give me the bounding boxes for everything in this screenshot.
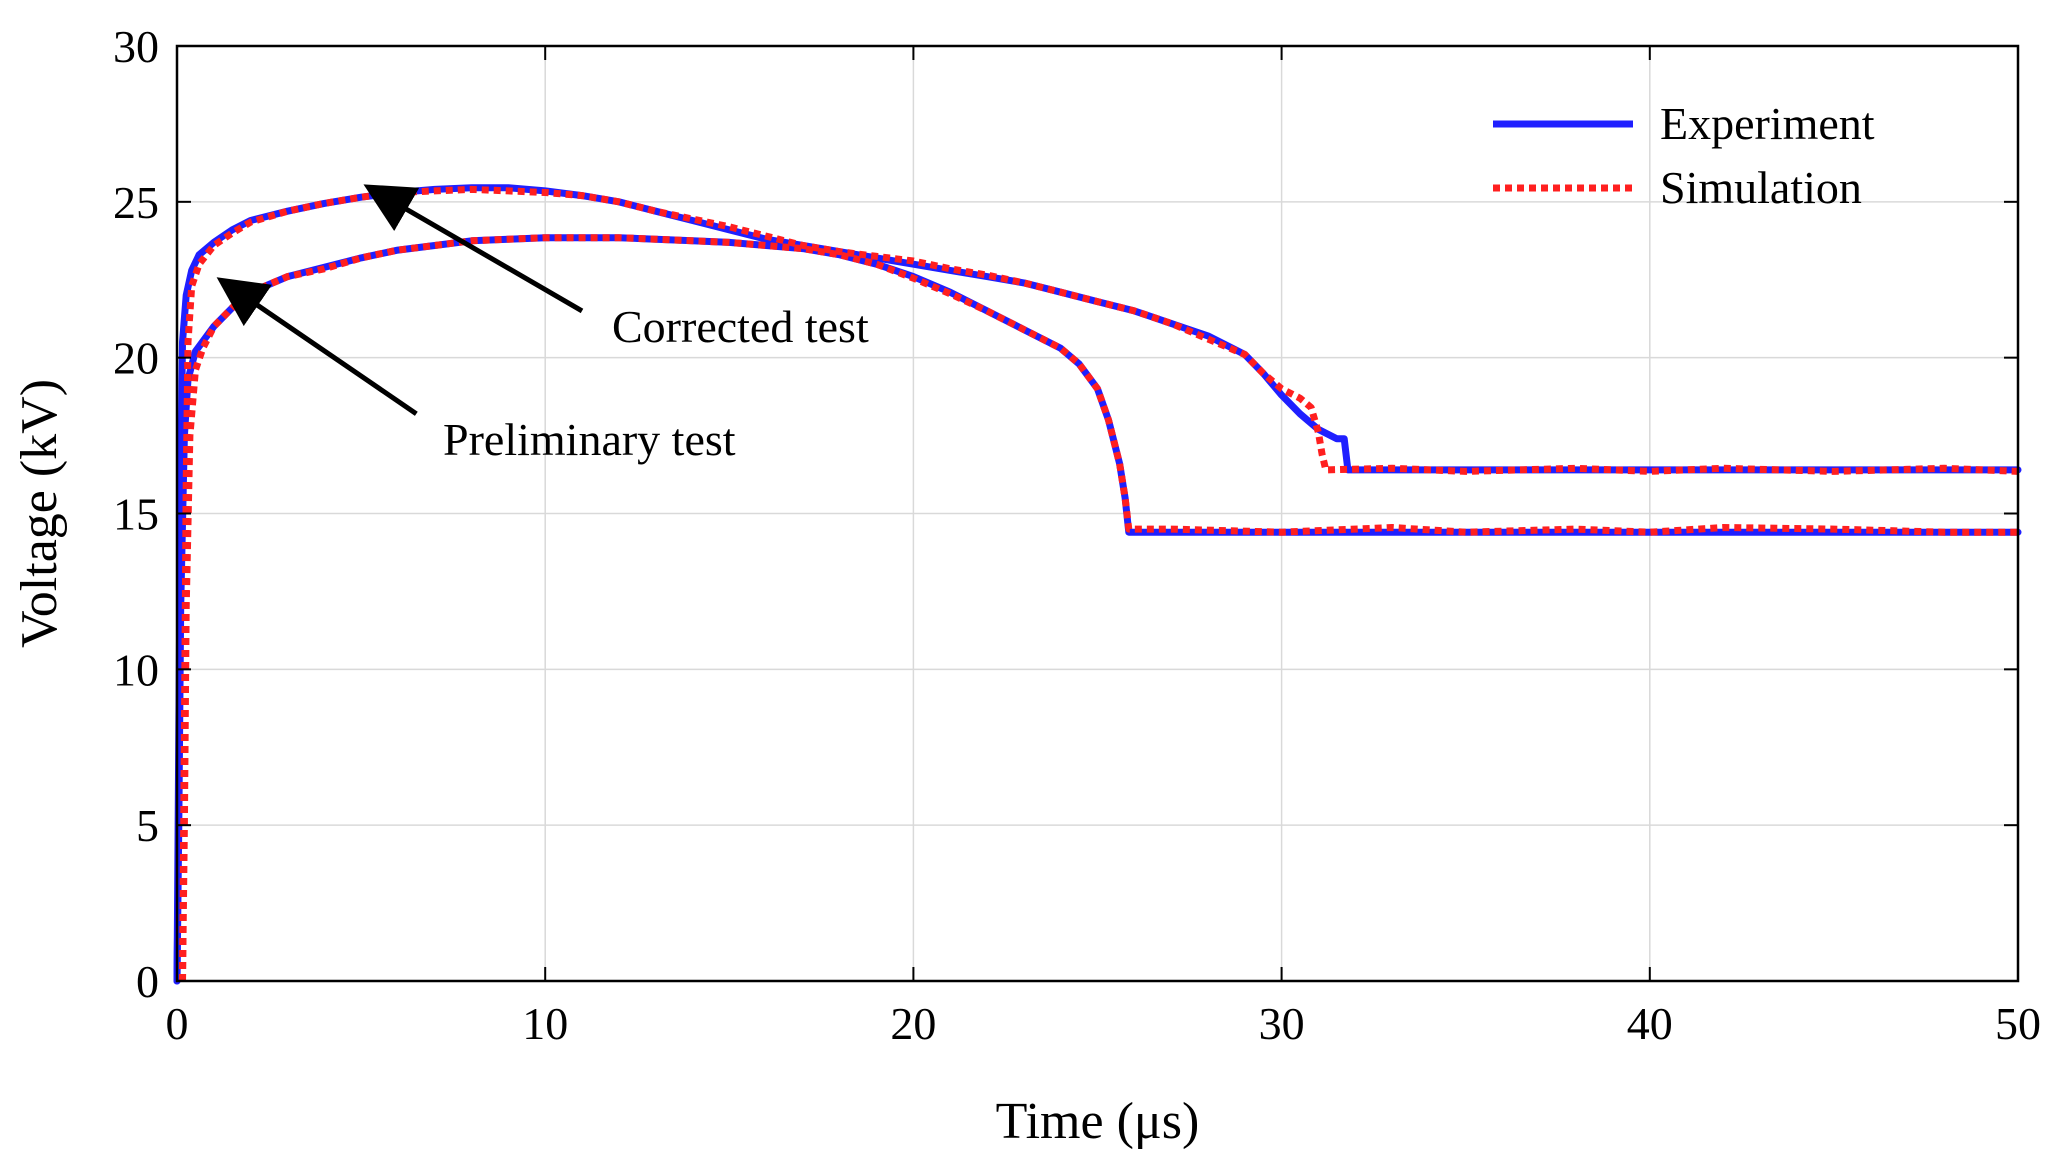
annotation-arrow-corrected-test: [363, 184, 584, 314]
legend-label-experiment: Experiment: [1660, 98, 1875, 149]
annotation-arrow-preliminary-test: [216, 277, 418, 416]
x-axis-label: Time (μs): [996, 1093, 1200, 1150]
series-line-simulation-preliminary-test: [179, 234, 2018, 982]
series-line-experiment-preliminary-test: [173, 234, 2022, 985]
series-line-experiment-corrected-test: [173, 184, 2022, 985]
legend-label-simulation: Simulation: [1660, 162, 1862, 213]
x-tick-label: 0: [166, 998, 189, 1049]
y-tick-label: 0: [136, 956, 159, 1007]
series-line-simulation-corrected-test: [179, 185, 2019, 982]
y-tick-label: 15: [113, 489, 159, 540]
y-tick-label: 30: [113, 21, 159, 72]
tick-labels: 0 10 20 30 40 50 0 5 10 15 20 25 30: [113, 21, 2041, 1049]
y-tick-label: 10: [113, 644, 159, 695]
ticks: [176, 45, 2019, 982]
legend: Experiment Simulation: [1493, 98, 1875, 213]
x-tick-label: 20: [890, 998, 936, 1049]
x-tick-label: 30: [1259, 998, 1305, 1049]
x-tick-label: 40: [1627, 998, 1673, 1049]
annotation-label-preliminary-test: Preliminary test: [443, 414, 736, 465]
y-tick-label: 20: [113, 333, 159, 384]
annotation-label-corrected-test: Corrected test: [612, 301, 869, 352]
y-tick-label: 25: [113, 177, 159, 228]
y-axis-label: Voltage (kV): [11, 379, 68, 648]
y-tick-label: 5: [136, 800, 159, 851]
x-tick-label: 10: [522, 998, 568, 1049]
x-tick-label: 50: [1995, 998, 2041, 1049]
series-layer: [173, 184, 2022, 985]
annotations: Corrected test Preliminary test: [216, 184, 869, 465]
